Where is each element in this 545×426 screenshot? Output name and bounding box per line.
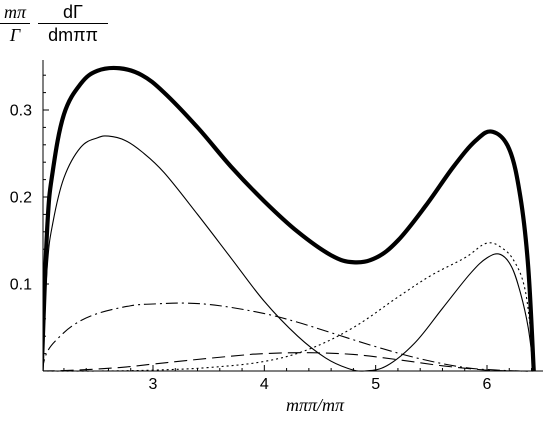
axes: 3 4 5 6 0.1 0.2 0.3	[10, 60, 543, 393]
series-line-dashed	[43, 352, 534, 372]
y-tick-label: 0.1	[10, 277, 32, 294]
y-tick-label: 0.3	[10, 103, 32, 120]
y-label-left-fraction-bar	[0, 23, 30, 24]
x-tick-label: 5	[371, 376, 380, 393]
y-axis-label-right: dΓ dmππ	[38, 2, 108, 46]
x-tick-label: 4	[260, 376, 269, 393]
x-axis-label: mππ/mπ	[285, 395, 345, 415]
y-axis-label-left: mπ Γ	[0, 2, 30, 46]
series-line-dash-dot	[43, 302, 534, 372]
y-label-right-fraction-bar	[38, 23, 108, 24]
y-label-right-numerator: dΓ	[63, 2, 83, 22]
y-tick-label: 0.2	[10, 190, 32, 207]
y-label-left-denominator: Γ	[9, 25, 21, 45]
y-label-left-numerator: mπ	[3, 2, 27, 22]
series-line-dotted	[43, 242, 535, 372]
x-tick-label: 6	[483, 376, 492, 393]
x-tick-label: 3	[149, 376, 158, 393]
series-line-thin-solid	[43, 135, 535, 372]
plot-lines	[43, 65, 536, 372]
series-line-thick-solid	[43, 65, 536, 372]
y-label-right-denominator: dmππ	[48, 25, 98, 45]
